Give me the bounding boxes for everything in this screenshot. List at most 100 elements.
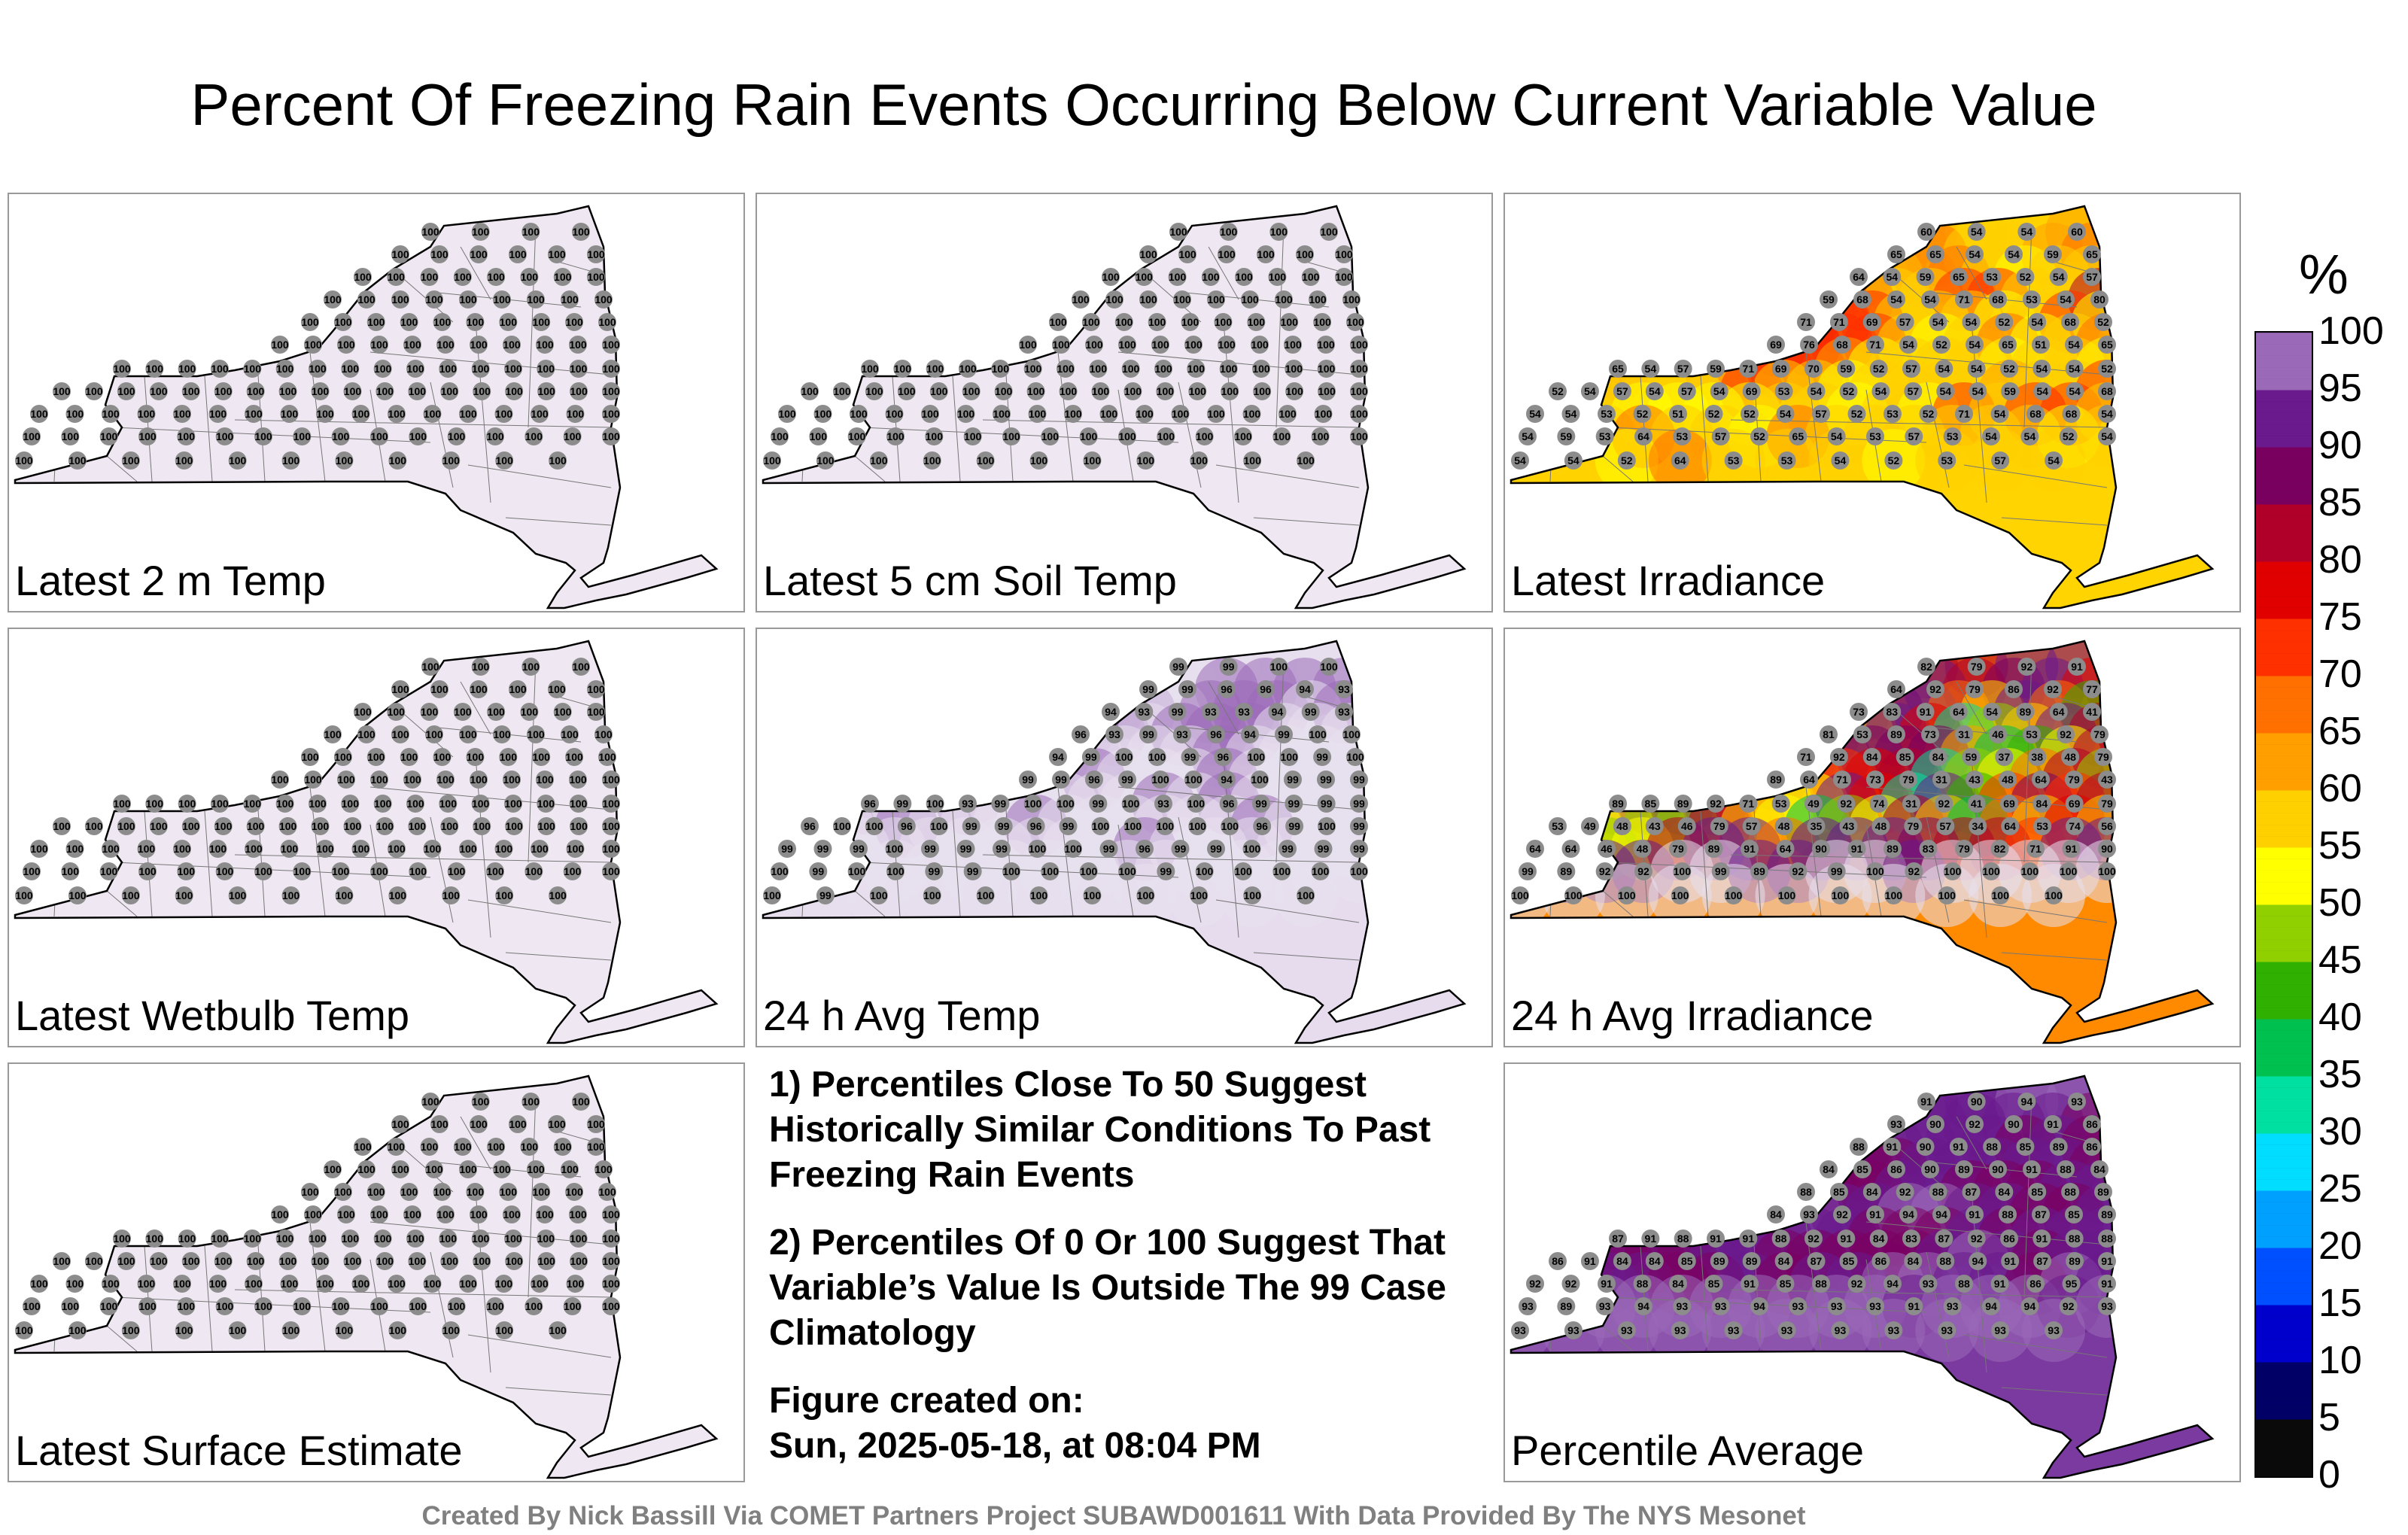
county-line — [234, 1289, 612, 1298]
station-marker: 100 — [1079, 862, 1098, 880]
station-marker: 93 — [1777, 1321, 1796, 1339]
station-value: 100 — [1320, 661, 1338, 673]
station-marker: 88 — [2061, 1183, 2080, 1201]
station-marker: 54 — [1935, 360, 1953, 378]
station-marker: 100 — [813, 405, 832, 423]
station-marker: 100 — [832, 382, 851, 400]
station-value: 100 — [1335, 248, 1353, 260]
station-marker: 92 — [1966, 1115, 1984, 1133]
station-value: 99 — [1305, 706, 1317, 718]
station-marker: 96 — [1214, 748, 1233, 766]
station-marker: 96 — [1207, 725, 1225, 743]
station-marker: 92 — [2057, 725, 2075, 743]
station-marker: 92 — [1837, 795, 1856, 813]
station-value: 100 — [424, 1278, 442, 1290]
station-marker: 100 — [246, 382, 265, 400]
colorbar-band — [2256, 630, 2312, 642]
station-marker: 82 — [1917, 658, 1935, 676]
station-value: 100 — [337, 339, 355, 351]
station-marker: 100 — [1943, 862, 1962, 880]
station-value: 100 — [1190, 889, 1209, 901]
station-marker: 100 — [1139, 245, 1157, 263]
station-value: 91 — [1994, 1278, 2006, 1290]
station-marker: 100 — [30, 405, 48, 423]
station-marker: 100 — [459, 1275, 477, 1293]
station-value: 100 — [962, 385, 981, 397]
station-marker: 100 — [421, 223, 439, 241]
county-line — [1926, 816, 1950, 923]
station-marker: 100 — [280, 1275, 299, 1293]
station-value: 100 — [1618, 889, 1636, 901]
station-marker: 100 — [570, 382, 588, 400]
station-value: 100 — [1124, 385, 1142, 397]
station-value: 100 — [957, 408, 975, 420]
station-value: 100 — [1350, 339, 1368, 351]
station-value: 54 — [2101, 430, 2113, 442]
station-value: 64 — [1853, 271, 1865, 283]
station-value: 100 — [425, 728, 443, 740]
station-marker: 91 — [2044, 1115, 2062, 1133]
station-marker: 100 — [553, 703, 572, 721]
station-marker: 93 — [1711, 1297, 1730, 1315]
station-value: 54 — [2021, 226, 2033, 238]
station-marker: 100 — [23, 862, 41, 880]
station-value: 100 — [244, 363, 262, 375]
county-line — [1956, 246, 1987, 300]
station-value: 57 — [1908, 385, 1920, 397]
station-value: 59 — [2004, 385, 2016, 397]
colorbar-band — [2256, 1316, 2312, 1328]
station-marker: 100 — [587, 703, 605, 721]
station-value: 100 — [500, 1186, 518, 1198]
station-value: 100 — [334, 316, 352, 328]
station-marker: 100 — [565, 748, 584, 766]
station-marker: 100 — [566, 840, 585, 858]
station-marker: 100 — [388, 1275, 406, 1293]
station-marker: 100 — [254, 862, 272, 880]
station-value: 59 — [1841, 363, 1853, 375]
station-marker: 100 — [569, 336, 587, 354]
station-value: 100 — [1285, 363, 1303, 375]
station-value: 100 — [870, 454, 888, 467]
station-marker: 100 — [309, 360, 327, 378]
colorbar-band — [2256, 664, 2312, 676]
station-value: 94 — [1105, 706, 1117, 718]
station-value: 96 — [1139, 843, 1151, 855]
station-value: 100 — [342, 1233, 360, 1245]
station-value: 100 — [509, 248, 527, 260]
station-value: 93 — [1157, 798, 1169, 810]
map-panel-latest-wetbulb-temp: 100 100 100 100 100 100 100 100 100 100 100 100 100 1… — [8, 628, 745, 1047]
station-value: 99 — [1522, 865, 1534, 877]
station-value: 100 — [527, 1163, 545, 1175]
station-marker: 100 — [509, 1115, 527, 1133]
station-marker: 100 — [1242, 840, 1261, 858]
station-marker: 100 — [351, 1275, 370, 1293]
station-value: 100 — [337, 1208, 355, 1220]
station-value: 100 — [1100, 408, 1118, 420]
station-marker: 99 — [1139, 725, 1157, 743]
station-marker: 100 — [537, 360, 555, 378]
colorbar-unit: % — [2299, 243, 2349, 305]
station-marker: 64 — [1949, 703, 1968, 721]
station-marker: 52 — [1741, 405, 1759, 423]
colorbar-band — [2256, 1362, 2312, 1374]
station-value: 100 — [1030, 454, 1048, 467]
station-marker: 100 — [375, 1252, 394, 1270]
station-marker: 100 — [243, 1230, 262, 1248]
colorbar-band — [2256, 1373, 2312, 1385]
station-marker: 89 — [2094, 1183, 2112, 1201]
station-value: 52 — [1552, 385, 1564, 397]
station-value: 100 — [316, 843, 334, 855]
station-marker: 91 — [1598, 1275, 1616, 1293]
station-marker: 100 — [53, 1252, 71, 1270]
station-value: 82 — [1920, 661, 1932, 673]
colorbar-band — [2256, 344, 2312, 356]
station-marker: 51 — [2032, 336, 2050, 354]
station-marker: 86 — [1871, 1252, 1890, 1270]
station-marker: 100 — [493, 1160, 511, 1178]
county-line — [2023, 1093, 2033, 1298]
station-marker: 92 — [2017, 658, 2036, 676]
station-marker: 94 — [1969, 1252, 1987, 1270]
station-marker: 54 — [2098, 427, 2116, 445]
station-value: 89 — [1770, 774, 1782, 786]
